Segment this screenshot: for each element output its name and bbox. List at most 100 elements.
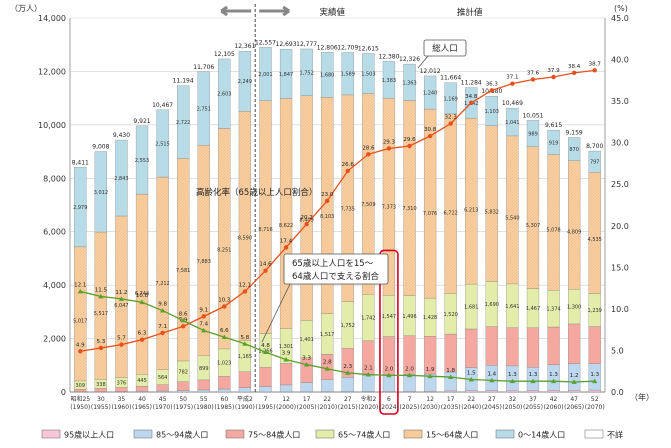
- support-ratio-value-label: 1.4: [487, 371, 496, 377]
- seg-0-14: [135, 125, 149, 195]
- seg-65-74-label: 1,752: [341, 323, 355, 329]
- support-ratio-value-label: 11.2: [115, 290, 127, 296]
- legend-label: 95歳以上人口: [64, 430, 114, 440]
- bar-stack: 12,777 1,401 8,409 1,752: [296, 41, 317, 393]
- legend-swatch: [403, 429, 423, 439]
- support-ratio-value-label: 1.5: [467, 371, 476, 377]
- support-ratio-value-label: 1.3: [529, 372, 538, 378]
- aging-rate-value-label: 6.3: [138, 331, 147, 337]
- support-ratio-value-label: 8.6: [179, 312, 188, 318]
- x-year-label: (2015): [338, 404, 358, 411]
- seg-95plus: [485, 390, 498, 393]
- seg-15-64-label: 6,047: [114, 303, 128, 309]
- x-axis-labels: 昭和25(1950)30(1955)35(1960)40(1965)45(197…: [70, 395, 604, 411]
- bar-stack: 12,361 1,165 8,590 2,249: [234, 43, 256, 393]
- seg-95plus: [506, 390, 519, 393]
- support-ratio-value-label: 12.1: [74, 282, 86, 288]
- x-era-label: 45: [159, 396, 167, 403]
- support-ratio-value-label: 10.8: [136, 293, 149, 299]
- seg-85-94: [279, 384, 293, 393]
- x-era-label: 50: [179, 396, 187, 403]
- aging-rate-point: [98, 345, 104, 351]
- support-callout-box: [283, 253, 389, 285]
- seg-65-74-label: 1,520: [444, 312, 458, 318]
- aging-rate-point: [469, 100, 474, 105]
- aging-rate-value-label: 17.4: [280, 238, 293, 244]
- bar-total-label: 11,706: [193, 64, 214, 71]
- seg-15-64-label: 8,716: [258, 227, 272, 233]
- x-era-label: 47: [570, 396, 578, 403]
- bar-total-label: 12,361: [234, 43, 255, 50]
- x-year-label: (2030): [420, 404, 440, 411]
- bar-stack: 12,709 1,752 7,735 1,589: [337, 44, 358, 393]
- seg-75-84: [238, 371, 252, 388]
- support-callout-pointer: [261, 283, 291, 343]
- bar-total-label: 12,709: [337, 44, 358, 51]
- support-ratio-point: [448, 374, 454, 379]
- aging-rate-point: [180, 324, 186, 329]
- aging-rate-value-label: 23.0: [321, 192, 334, 198]
- x-era-label: 37: [529, 396, 537, 403]
- seg-15-64: [218, 128, 231, 350]
- bar-stack: 8,700 1,239 4,535 797: [586, 143, 603, 393]
- bar-total-label: 12,615: [358, 45, 379, 52]
- x-year-label: (1980): [194, 404, 214, 411]
- support-ratio-point: [365, 371, 371, 377]
- support-ratio-point: [509, 378, 516, 384]
- bar-stack: 9,430 376 6,047 2,843: [113, 132, 130, 393]
- legend: 95歳以上人口 85～94歳人口 75～84歳人口 65～74歳人口 15～64歳人口 0…: [41, 429, 623, 440]
- seg-15-64-label: 7,883: [197, 259, 211, 265]
- support-ratio-point: [345, 370, 351, 375]
- x-era-label: 7: [264, 396, 268, 403]
- support-ratio-value-label: 5.8: [241, 335, 250, 341]
- aging-rate-point: [304, 221, 309, 227]
- arrow-right: [259, 5, 291, 17]
- left-tick-label: 14,000: [38, 14, 66, 23]
- seg-75-84: [485, 326, 498, 366]
- support-ratio-value-label: 1.8: [446, 368, 455, 374]
- bar-stack: 9,008 338 5,517 3,012: [92, 144, 110, 393]
- x-era-label: 22: [467, 396, 475, 403]
- seg-65-74-label: 1,496: [402, 314, 416, 320]
- seg-15-64-label: 8,251: [217, 248, 231, 254]
- support-ratio-value-label: 1.3: [590, 372, 599, 378]
- seg-95plus: [526, 390, 540, 393]
- seg-65-74-label: 1,690: [485, 302, 499, 308]
- seg-15-64-label: 7,735: [341, 207, 355, 213]
- bar-total-label: 11,284: [461, 80, 482, 87]
- bar-stack: 10,467 564 7,212 2,515: [152, 102, 173, 393]
- seg-65-74-label: 376: [117, 381, 127, 387]
- seg-95plus: [568, 390, 581, 393]
- seg-85-94: [238, 387, 252, 393]
- seg-75-84: [156, 384, 169, 392]
- seg-15-64-label: 6,213: [464, 207, 478, 213]
- seg-75-84: [568, 323, 581, 364]
- seg-0-14-label: 2,553: [135, 158, 149, 164]
- bar-total-label: 8,700: [586, 143, 603, 150]
- aging-rate-point: [407, 143, 412, 149]
- support-ratio-point: [242, 341, 248, 346]
- seg-0-14: [568, 137, 581, 161]
- seg-95plus: [444, 390, 457, 393]
- bar-stack: 9,159 1,300 4,809 870: [566, 129, 583, 393]
- right-tick-label: 40.0: [611, 56, 629, 65]
- x-year-label: (2024): [379, 404, 399, 411]
- left-axis-ticks: 0 2,000 4,000 6,000 8,000 10,000 12,000 14,000: [38, 14, 66, 397]
- x-year-label: (2065): [564, 404, 584, 411]
- seg-65-74-label: 309: [76, 383, 86, 389]
- seg-15-64-label: 5,832: [485, 209, 499, 215]
- aging-rate-point: [263, 268, 268, 273]
- x-era-label: 32: [509, 396, 517, 403]
- seg-65-74-label: 1,374: [546, 307, 560, 313]
- seg-0-14-label: 2,603: [217, 92, 231, 98]
- support-ratio-value-label: 1.9: [426, 367, 435, 373]
- aging-rate-line: [80, 69, 595, 352]
- seg-85-94: [218, 388, 231, 393]
- bar-stack: 12,693 1,301 8,622 1,847: [276, 41, 297, 393]
- seg-15-64: [238, 111, 252, 341]
- seg-95plus: [465, 390, 478, 393]
- bar-total-label: 12,806: [317, 44, 338, 51]
- legend-swatch: [584, 429, 604, 439]
